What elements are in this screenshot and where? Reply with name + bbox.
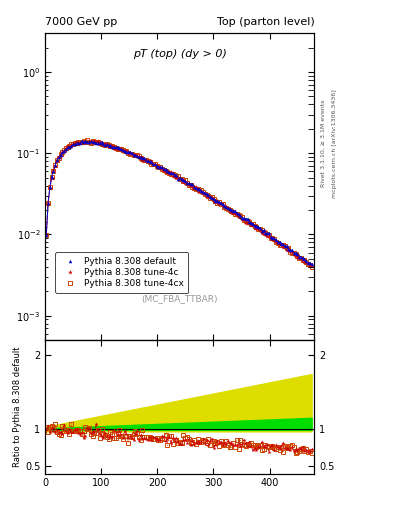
Text: mcplots.cern.ch [arXiv:1306.3436]: mcplots.cern.ch [arXiv:1306.3436] bbox=[332, 89, 337, 198]
Pythia 8.308 tune-4c bbox=[95, 138, 100, 144]
Pythia 8.308 default bbox=[195, 186, 200, 192]
Pythia 8.308 default bbox=[79, 138, 84, 144]
Pythia 8.308 tune-4c bbox=[133, 152, 138, 158]
Line: Pythia 8.308 tune-4c: Pythia 8.308 tune-4c bbox=[44, 139, 314, 269]
Pythia 8.308 tune-4c bbox=[185, 180, 189, 186]
Y-axis label: Ratio to Pythia 8.308 default: Ratio to Pythia 8.308 default bbox=[13, 347, 22, 467]
Pythia 8.308 default bbox=[309, 261, 314, 267]
Pythia 8.308 tune-4c bbox=[44, 232, 49, 238]
Pythia 8.308 tune-4c bbox=[309, 263, 314, 269]
Pythia 8.308 default bbox=[229, 207, 234, 213]
Pythia 8.308 tune-4cx bbox=[265, 231, 270, 238]
Legend: Pythia 8.308 default, Pythia 8.308 tune-4c, Pythia 8.308 tune-4cx: Pythia 8.308 default, Pythia 8.308 tune-… bbox=[55, 252, 188, 293]
Text: (MC_FBA_TTBAR): (MC_FBA_TTBAR) bbox=[141, 294, 218, 303]
Pythia 8.308 tune-4cx bbox=[309, 264, 314, 270]
Pythia 8.308 tune-4cx bbox=[151, 161, 156, 167]
Line: Pythia 8.308 default: Pythia 8.308 default bbox=[44, 139, 313, 266]
Text: 7000 GeV pp: 7000 GeV pp bbox=[45, 17, 118, 27]
Pythia 8.308 tune-4cx bbox=[85, 137, 90, 143]
Pythia 8.308 tune-4cx bbox=[133, 152, 138, 158]
Pythia 8.308 tune-4cx bbox=[185, 180, 189, 186]
Text: pT (top) (dy > 0): pT (top) (dy > 0) bbox=[133, 49, 227, 59]
Pythia 8.308 tune-4c bbox=[151, 161, 156, 167]
Pythia 8.308 tune-4cx bbox=[44, 232, 49, 239]
Pythia 8.308 tune-4cx bbox=[195, 186, 200, 193]
Pythia 8.308 tune-4cx bbox=[229, 208, 234, 214]
Pythia 8.308 tune-4c bbox=[229, 209, 234, 216]
Pythia 8.308 default bbox=[133, 152, 138, 158]
Pythia 8.308 default bbox=[44, 231, 49, 238]
Text: Rivet 3.1.10, ≥ 3.1M events: Rivet 3.1.10, ≥ 3.1M events bbox=[320, 100, 325, 187]
Line: Pythia 8.308 tune-4cx: Pythia 8.308 tune-4cx bbox=[44, 139, 313, 268]
Pythia 8.308 default bbox=[265, 230, 270, 237]
Text: Top (parton level): Top (parton level) bbox=[217, 17, 314, 27]
Pythia 8.308 tune-4c bbox=[265, 233, 270, 239]
Pythia 8.308 tune-4c bbox=[195, 186, 200, 193]
Pythia 8.308 default bbox=[185, 180, 189, 186]
Pythia 8.308 default bbox=[151, 161, 156, 167]
